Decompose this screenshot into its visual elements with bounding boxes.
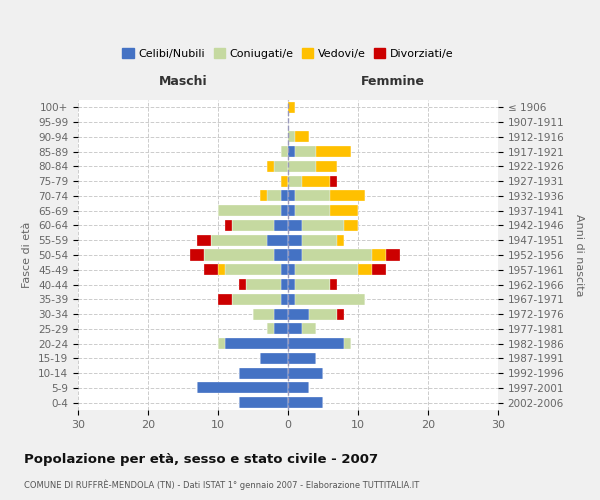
- Bar: [197, 382, 288, 394]
- Bar: [330, 190, 365, 202]
- Bar: [232, 220, 274, 231]
- Bar: [288, 397, 323, 408]
- Bar: [288, 279, 295, 290]
- Bar: [302, 250, 372, 260]
- Bar: [281, 176, 288, 186]
- Bar: [274, 308, 288, 320]
- Bar: [218, 264, 225, 276]
- Bar: [330, 279, 337, 290]
- Bar: [288, 132, 295, 142]
- Text: Popolazione per età, sesso e stato civile - 2007: Popolazione per età, sesso e stato civil…: [24, 452, 378, 466]
- Bar: [246, 279, 281, 290]
- Bar: [295, 190, 330, 202]
- Bar: [204, 250, 274, 260]
- Bar: [274, 161, 288, 172]
- Bar: [260, 190, 267, 202]
- Bar: [260, 353, 288, 364]
- Bar: [288, 176, 302, 186]
- Bar: [295, 205, 330, 216]
- Bar: [274, 250, 288, 260]
- Bar: [372, 264, 386, 276]
- Bar: [288, 146, 295, 157]
- Bar: [218, 205, 281, 216]
- Bar: [288, 368, 323, 378]
- Bar: [288, 102, 295, 113]
- Bar: [288, 382, 309, 394]
- Bar: [239, 368, 288, 378]
- Bar: [281, 205, 288, 216]
- Bar: [211, 234, 267, 246]
- Bar: [295, 146, 316, 157]
- Bar: [239, 279, 246, 290]
- Bar: [204, 264, 218, 276]
- Bar: [288, 308, 309, 320]
- Bar: [225, 338, 288, 349]
- Bar: [295, 264, 358, 276]
- Bar: [372, 250, 386, 260]
- Bar: [302, 324, 316, 334]
- Bar: [281, 146, 288, 157]
- Bar: [288, 220, 302, 231]
- Bar: [267, 161, 274, 172]
- Bar: [267, 190, 281, 202]
- Bar: [302, 176, 330, 186]
- Bar: [302, 220, 344, 231]
- Bar: [288, 264, 295, 276]
- Bar: [330, 205, 358, 216]
- Bar: [288, 338, 344, 349]
- Bar: [337, 308, 344, 320]
- Bar: [302, 234, 337, 246]
- Bar: [330, 176, 337, 186]
- Bar: [316, 161, 337, 172]
- Text: Maschi: Maschi: [158, 74, 208, 88]
- Bar: [295, 132, 309, 142]
- Bar: [281, 264, 288, 276]
- Bar: [344, 338, 351, 349]
- Bar: [232, 294, 281, 305]
- Bar: [288, 205, 295, 216]
- Legend: Celibi/Nubili, Coniugati/e, Vedovi/e, Divorziati/e: Celibi/Nubili, Coniugati/e, Vedovi/e, Di…: [118, 44, 458, 63]
- Y-axis label: Fasce di età: Fasce di età: [22, 222, 32, 288]
- Bar: [225, 264, 281, 276]
- Bar: [274, 324, 288, 334]
- Text: COMUNE DI RUFFRÈ-MENDOLA (TN) - Dati ISTAT 1° gennaio 2007 - Elaborazione TUTTIT: COMUNE DI RUFFRÈ-MENDOLA (TN) - Dati IST…: [24, 480, 419, 490]
- Bar: [281, 294, 288, 305]
- Bar: [197, 234, 211, 246]
- Bar: [386, 250, 400, 260]
- Bar: [288, 190, 295, 202]
- Bar: [281, 279, 288, 290]
- Bar: [295, 279, 330, 290]
- Bar: [218, 338, 225, 349]
- Bar: [267, 324, 274, 334]
- Bar: [316, 146, 351, 157]
- Bar: [267, 234, 288, 246]
- Bar: [218, 294, 232, 305]
- Text: Femmine: Femmine: [361, 74, 425, 88]
- Y-axis label: Anni di nascita: Anni di nascita: [574, 214, 584, 296]
- Bar: [190, 250, 204, 260]
- Bar: [288, 234, 302, 246]
- Bar: [281, 190, 288, 202]
- Bar: [288, 353, 316, 364]
- Bar: [358, 264, 372, 276]
- Bar: [225, 220, 232, 231]
- Bar: [344, 220, 358, 231]
- Bar: [239, 397, 288, 408]
- Bar: [288, 294, 295, 305]
- Bar: [274, 220, 288, 231]
- Bar: [288, 250, 302, 260]
- Bar: [253, 308, 274, 320]
- Bar: [288, 161, 316, 172]
- Bar: [337, 234, 344, 246]
- Bar: [288, 324, 302, 334]
- Bar: [309, 308, 337, 320]
- Bar: [295, 294, 365, 305]
